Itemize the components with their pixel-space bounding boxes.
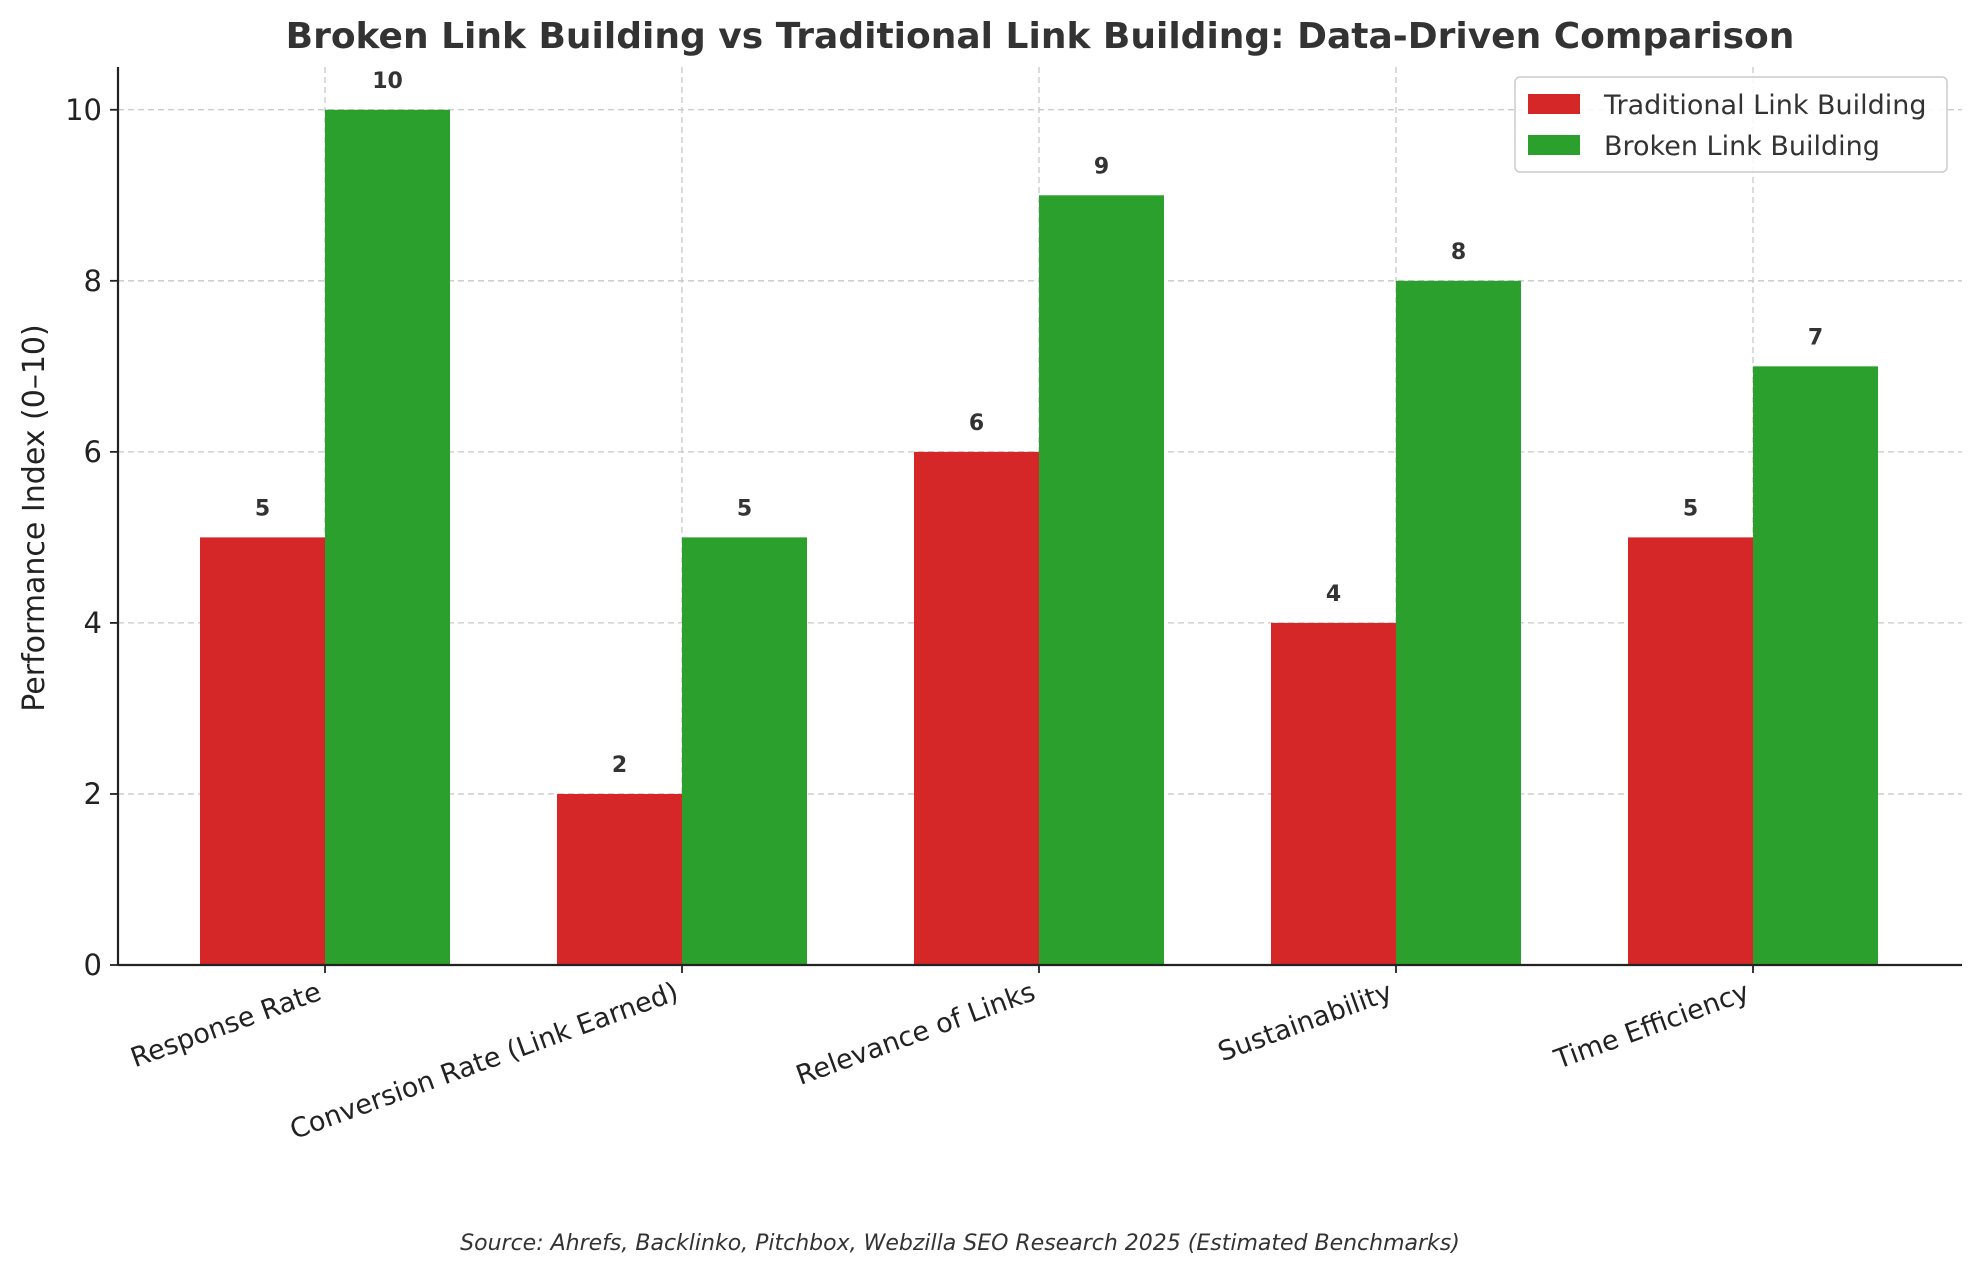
bar-broken — [1396, 280, 1521, 965]
bars — [200, 109, 1878, 966]
data-label-traditional: 4 — [1326, 582, 1341, 607]
y-tick-label: 0 — [84, 948, 102, 982]
data-label-traditional: 6 — [969, 411, 984, 436]
y-axis-label: Performance Index (0–10) — [17, 324, 52, 711]
legend-frame — [1514, 76, 1948, 173]
y-ticks: 0 2 4 6 8 10 — [65, 93, 118, 982]
bar-broken — [1039, 195, 1164, 966]
chart-title: Broken Link Building vs Traditional Link… — [286, 16, 1795, 57]
y-tick-label: 6 — [84, 435, 102, 469]
y-tick-label: 4 — [84, 606, 102, 640]
y-tick-label: 8 — [84, 264, 102, 298]
bar-traditional — [200, 537, 325, 965]
bar-broken — [325, 109, 450, 965]
legend-label-traditional: Traditional Link Building — [1603, 90, 1927, 121]
legend-label-broken: Broken Link Building — [1604, 131, 1880, 162]
x-tick-label: Response Rate — [127, 976, 326, 1074]
data-label-traditional: 5 — [1683, 496, 1698, 521]
bar-traditional — [557, 793, 682, 965]
legend-swatch-traditional — [1528, 94, 1580, 114]
bar-broken — [682, 537, 807, 965]
x-tick-label: Relevance of Links — [792, 976, 1039, 1091]
data-label-traditional: 5 — [255, 496, 270, 521]
legend: Traditional Link Building Broken Link Bu… — [1514, 76, 1948, 173]
x-tick-label: Time Efficiency — [1549, 976, 1753, 1075]
data-label-broken: 7 — [1808, 325, 1823, 350]
data-label-broken: 8 — [1451, 240, 1466, 265]
data-label-broken: 9 — [1094, 154, 1109, 179]
source-note: Source: Ahrefs, Backlinko, Pitchbox, Web… — [460, 1231, 1460, 1256]
data-label-traditional: 2 — [612, 753, 627, 778]
bar-broken — [1753, 366, 1878, 965]
x-tick-label: Sustainability — [1214, 976, 1396, 1068]
bar-traditional — [914, 451, 1039, 965]
legend-swatch-broken — [1528, 135, 1580, 155]
y-tick-label: 2 — [84, 777, 102, 811]
bar-traditional — [1271, 622, 1396, 965]
axes — [116, 67, 1962, 967]
y-tick-label: 10 — [65, 93, 102, 127]
data-label-broken: 5 — [737, 496, 752, 521]
bar-traditional — [1628, 537, 1753, 965]
data-label-broken: 10 — [372, 69, 403, 94]
x-tick-label: Conversion Rate (Link Earned) — [286, 976, 682, 1146]
data-labels: 5 2 6 4 5 10 5 9 8 7 — [255, 69, 1823, 778]
